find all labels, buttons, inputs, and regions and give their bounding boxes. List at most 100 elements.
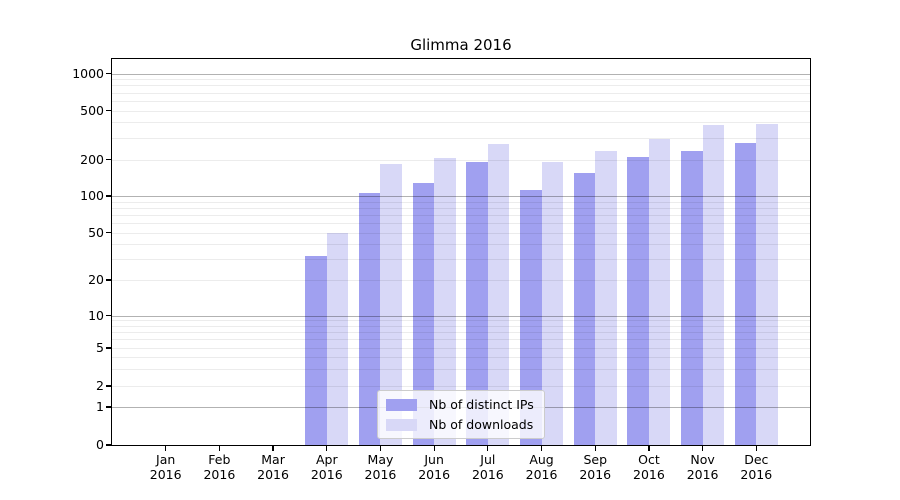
gridline-minor bbox=[112, 325, 810, 327]
gridline-minor bbox=[112, 320, 810, 322]
x-tick-mark bbox=[326, 446, 328, 451]
x-tick-year: 2016 bbox=[686, 467, 719, 482]
grid-layer bbox=[112, 59, 810, 445]
bar-downloads bbox=[702, 125, 725, 445]
x-tick-label: Oct 2016 bbox=[619, 452, 679, 482]
bar-distinct-ips bbox=[681, 150, 703, 445]
x-tick-label: Feb 2016 bbox=[189, 452, 249, 482]
gridline-minor bbox=[112, 386, 810, 387]
x-tick-year: 2016 bbox=[203, 467, 236, 482]
legend-label-distinct-ips: Nb of distinct IPs bbox=[429, 397, 534, 412]
y-tick-mark bbox=[106, 347, 111, 349]
bar-distinct-ips bbox=[627, 157, 649, 445]
gridline-minor bbox=[112, 232, 810, 234]
x-tick-year: 2016 bbox=[418, 467, 451, 482]
gridline-minor bbox=[112, 357, 810, 359]
x-tick-year: 2016 bbox=[740, 467, 773, 482]
legend-swatch-downloads bbox=[386, 418, 417, 431]
x-tick-year: 2016 bbox=[257, 467, 289, 482]
y-tick-mark bbox=[106, 195, 111, 197]
x-tick-year: 2016 bbox=[471, 467, 504, 482]
gridline-minor bbox=[112, 201, 810, 203]
legend: Nb of distinct IPs Nb of downloads bbox=[377, 390, 545, 439]
x-tick-month: Sep bbox=[583, 452, 607, 467]
gridline-minor bbox=[112, 332, 810, 334]
y-tick-mark bbox=[106, 406, 111, 408]
gridline-minor bbox=[112, 244, 810, 246]
x-tick-mark bbox=[433, 446, 435, 451]
x-tick-month: Nov bbox=[690, 452, 715, 467]
y-tick-label: 500 bbox=[80, 102, 104, 118]
x-tick-label: Sep 2016 bbox=[565, 452, 625, 482]
x-tick-mark bbox=[165, 446, 167, 451]
legend-swatch-distinct-ips bbox=[386, 398, 417, 411]
gridline-minor bbox=[112, 348, 810, 349]
bars-layer bbox=[112, 59, 810, 445]
x-tick-month: Apr bbox=[315, 452, 338, 467]
x-tick-year: 2016 bbox=[364, 467, 397, 482]
y-tick-label: 1000 bbox=[72, 65, 104, 81]
x-tick-month: May bbox=[367, 452, 394, 467]
gridline-minor bbox=[112, 207, 810, 209]
gridline-major bbox=[112, 196, 810, 197]
y-tick-label: 2 bbox=[96, 378, 104, 393]
bar-distinct-ips bbox=[358, 193, 381, 445]
bar-distinct-ips bbox=[412, 183, 435, 445]
legend-entry-downloads: Nb of downloads bbox=[386, 417, 534, 432]
x-tick-month: Feb bbox=[208, 452, 231, 467]
gridline-minor bbox=[112, 92, 810, 94]
y-tick-mark bbox=[106, 314, 111, 317]
x-tick-label: Mar 2016 bbox=[243, 452, 303, 482]
gridline-minor bbox=[112, 214, 810, 216]
legend-entry-distinct-ips: Nb of distinct IPs bbox=[386, 397, 534, 412]
x-tick-month: Aug bbox=[529, 452, 554, 467]
gridline-major bbox=[112, 73, 810, 75]
bar-downloads bbox=[380, 163, 402, 445]
gridline-minor bbox=[112, 222, 810, 224]
y-tick-label: 1 bbox=[96, 399, 104, 414]
x-tick-year: 2016 bbox=[310, 467, 343, 482]
x-tick-label: Nov 2016 bbox=[673, 452, 733, 482]
gridline-minor bbox=[112, 79, 810, 81]
x-tick-label: Apr 2016 bbox=[297, 452, 357, 482]
x-tick-mark bbox=[648, 446, 650, 451]
y-tick-mark bbox=[106, 279, 111, 281]
y-tick-mark bbox=[106, 159, 111, 161]
gridline-minor bbox=[112, 85, 810, 87]
x-tick-label: Jun 2016 bbox=[404, 452, 464, 482]
gridline-minor bbox=[112, 339, 810, 341]
x-tick-label: Jul 2016 bbox=[458, 452, 518, 482]
x-tick-year: 2016 bbox=[633, 467, 665, 482]
y-tick-label: 100 bbox=[80, 188, 104, 203]
gridline-minor bbox=[112, 280, 810, 281]
x-tick-month: Dec bbox=[744, 452, 769, 467]
bar-downloads bbox=[487, 144, 510, 445]
y-tick-label: 0 bbox=[96, 437, 104, 452]
plot-area: Nb of distinct IPs Nb of downloads bbox=[110, 57, 811, 446]
bar-distinct-ips bbox=[466, 162, 488, 445]
bar-downloads bbox=[756, 124, 778, 445]
x-tick-year: 2016 bbox=[149, 467, 182, 482]
bar-distinct-ips bbox=[573, 173, 596, 445]
y-tick-mark bbox=[106, 444, 111, 446]
bar-downloads bbox=[434, 157, 456, 445]
y-tick-label: 20 bbox=[88, 272, 104, 287]
x-tick-label: Jan 2016 bbox=[136, 452, 196, 482]
gridline-minor bbox=[112, 137, 810, 139]
x-tick-month: Jan bbox=[156, 452, 176, 467]
x-tick-label: May 2016 bbox=[350, 452, 410, 482]
x-tick-label: Dec 2016 bbox=[726, 452, 786, 482]
y-tick-label: 200 bbox=[80, 151, 104, 167]
gridline-minor bbox=[112, 110, 810, 112]
x-tick-month: Mar bbox=[261, 452, 285, 467]
gridline-minor bbox=[112, 159, 810, 161]
x-tick-mark bbox=[272, 446, 274, 451]
bar-downloads bbox=[326, 232, 349, 445]
chart-title: Glimma 2016 bbox=[410, 36, 512, 54]
x-tick-mark bbox=[755, 446, 757, 451]
bar-downloads bbox=[648, 138, 671, 445]
y-tick-label: 5 bbox=[96, 340, 104, 355]
x-tick-year: 2016 bbox=[579, 467, 612, 482]
x-tick-month: Jun bbox=[424, 452, 444, 467]
